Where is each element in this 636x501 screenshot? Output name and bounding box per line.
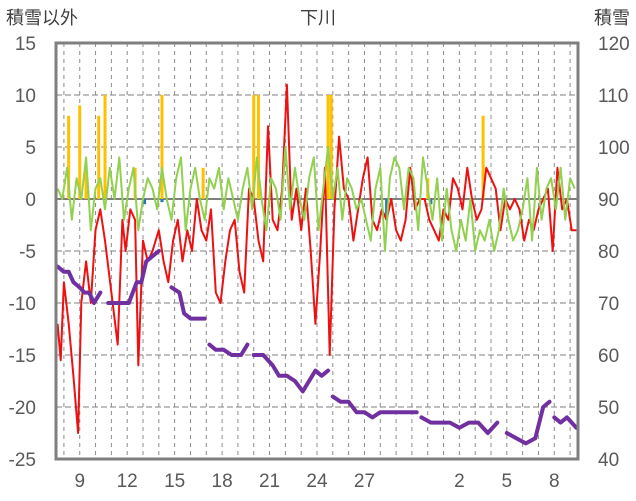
snow-depth-line xyxy=(169,285,207,321)
temp_variation-line xyxy=(56,146,576,252)
x-tick-label: 9 xyxy=(74,471,85,492)
bar-mark xyxy=(429,199,433,205)
left-axis-ticks: 15 10 5 0 -5 -10 -15 -20 -25 xyxy=(9,34,36,471)
left-tick-label: -25 xyxy=(9,450,36,471)
left-tick-label: 15 xyxy=(15,34,36,55)
right-axis-ticks: 120 110 100 90 80 70 60 50 40 xyxy=(598,34,630,471)
x-axis-ticks: 9 12 15 18 21 24 27 2 5 8 xyxy=(74,471,559,492)
left-tick-label: -10 xyxy=(9,294,36,315)
bar-mark xyxy=(481,115,485,199)
left-tick-label: 5 xyxy=(25,138,36,159)
temperature-line xyxy=(56,83,577,434)
bar-mark xyxy=(78,105,82,199)
bar-mark xyxy=(160,199,164,203)
x-tick-label: 2 xyxy=(454,471,465,492)
bar-mark xyxy=(160,95,164,199)
right-tick-label: 80 xyxy=(598,242,619,263)
left-tick-label: -5 xyxy=(19,242,36,263)
plot-border xyxy=(54,41,580,461)
left-tick-label: 10 xyxy=(15,86,36,107)
x-tick-label: 5 xyxy=(502,471,513,492)
right-tick-label: 50 xyxy=(598,398,619,419)
snow-depth-line xyxy=(552,415,579,430)
right-tick-label: 90 xyxy=(598,190,619,211)
bar-mark xyxy=(84,167,88,199)
bar-mark xyxy=(97,115,101,199)
series-lines xyxy=(55,83,579,446)
bar-mark xyxy=(385,199,389,220)
snow-depth-line xyxy=(207,342,250,357)
snow-depth-line xyxy=(55,264,103,305)
bar-mark xyxy=(256,95,260,199)
right-tick-label: 70 xyxy=(598,294,619,315)
right-axis-label: 積雪 xyxy=(594,8,630,29)
bar-mark xyxy=(103,95,107,199)
left-tick-label: 0 xyxy=(25,190,36,211)
plot-frame xyxy=(54,41,580,461)
right-tick-label: 40 xyxy=(598,450,619,471)
chart-title: 下川 xyxy=(300,8,336,29)
bar-mark xyxy=(143,199,147,205)
x-tick-label: 27 xyxy=(354,471,375,492)
left-tick-label: -15 xyxy=(9,346,36,367)
x-tick-label: 24 xyxy=(306,471,328,492)
bar-mark xyxy=(201,167,205,199)
right-tick-label: 120 xyxy=(598,34,630,55)
x-tick-label: 18 xyxy=(212,471,233,492)
x-tick-label: 12 xyxy=(117,471,138,492)
snow-depth-line xyxy=(504,399,552,446)
bar-mark xyxy=(67,115,71,199)
right-tick-label: 110 xyxy=(598,86,628,107)
left-axis-label: 積雪以外 xyxy=(6,8,78,29)
bar-mark xyxy=(329,95,333,199)
x-tick-label: 8 xyxy=(549,471,560,492)
snow-depth-line xyxy=(106,249,161,305)
snow-depth-line xyxy=(330,394,419,420)
snow-depth-line xyxy=(419,415,500,435)
right-tick-label: 100 xyxy=(598,138,630,159)
x-tick-label: 21 xyxy=(259,471,280,492)
right-tick-label: 60 xyxy=(598,346,619,367)
bar-mark xyxy=(252,95,256,199)
x-tick-label: 15 xyxy=(164,471,185,492)
snow-depth-line xyxy=(251,353,331,394)
left-tick-label: -20 xyxy=(9,398,36,419)
